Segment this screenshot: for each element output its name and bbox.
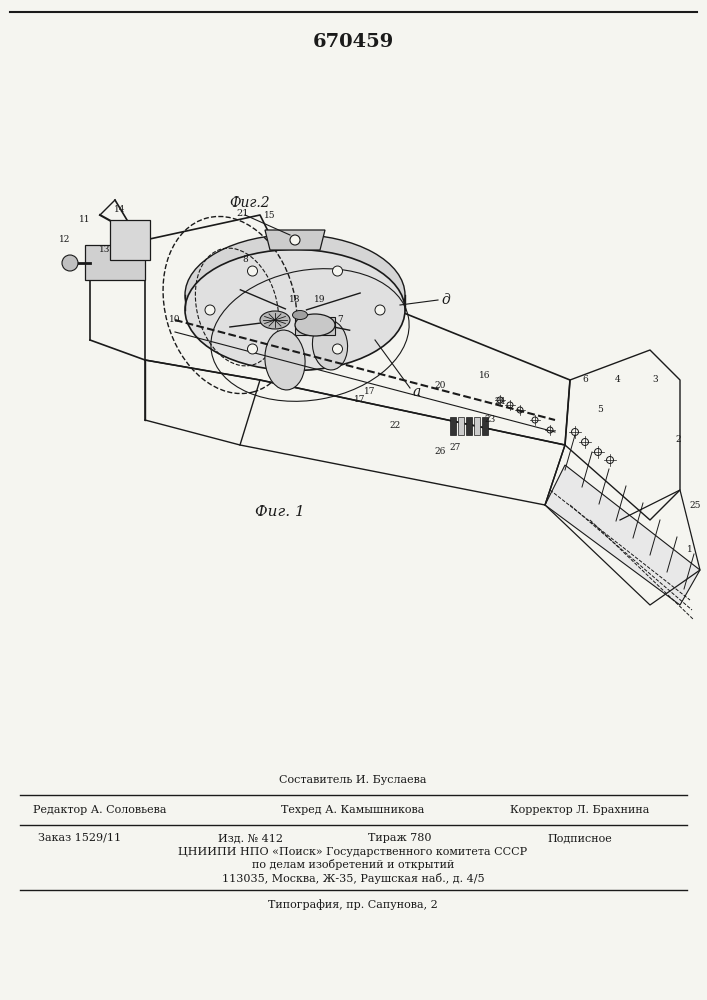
Ellipse shape: [185, 234, 405, 356]
Ellipse shape: [185, 249, 405, 370]
Text: 5: 5: [597, 406, 603, 414]
Ellipse shape: [293, 310, 308, 320]
Circle shape: [247, 266, 257, 276]
Bar: [110, 220, 150, 260]
Text: 1: 1: [687, 546, 693, 554]
Text: Типография, пр. Сапунова, 2: Типография, пр. Сапунова, 2: [268, 900, 438, 910]
Text: a: a: [413, 385, 421, 399]
Text: 18: 18: [289, 296, 300, 304]
Text: 21: 21: [237, 209, 250, 218]
Circle shape: [332, 344, 342, 354]
Text: 8: 8: [242, 255, 248, 264]
Text: 27: 27: [450, 444, 461, 452]
Ellipse shape: [265, 330, 305, 390]
Text: Фиг.2: Фиг.2: [230, 196, 270, 210]
Text: 11: 11: [79, 216, 90, 225]
Circle shape: [247, 344, 257, 354]
Bar: [450, 417, 456, 435]
Text: 4: 4: [615, 375, 621, 384]
Text: 113035, Москва, Ж-35, Раушская наб., д. 4/5: 113035, Москва, Ж-35, Раушская наб., д. …: [222, 872, 484, 884]
Text: 23: 23: [484, 416, 496, 424]
Circle shape: [62, 255, 78, 271]
Text: Фиг. 1: Фиг. 1: [255, 505, 305, 519]
Circle shape: [290, 235, 300, 245]
Text: Тираж 780: Тираж 780: [368, 833, 432, 843]
Text: 22: 22: [390, 420, 401, 430]
Circle shape: [332, 266, 342, 276]
Text: 12: 12: [59, 235, 71, 244]
Circle shape: [205, 305, 215, 315]
Text: 6: 6: [582, 375, 588, 384]
Text: Изд. № 412: Изд. № 412: [218, 833, 283, 843]
Text: Редактор А. Соловьева: Редактор А. Соловьева: [33, 805, 167, 815]
Text: 17: 17: [354, 395, 366, 404]
Text: 24: 24: [494, 397, 506, 406]
Text: 19: 19: [314, 296, 326, 304]
Bar: [466, 417, 472, 435]
Bar: [474, 417, 480, 435]
Text: 17: 17: [364, 387, 375, 396]
Text: Заказ 1529/11: Заказ 1529/11: [38, 833, 122, 843]
Bar: [85, 245, 145, 280]
Text: 10: 10: [169, 316, 181, 324]
Text: 7: 7: [337, 316, 343, 324]
Ellipse shape: [312, 320, 348, 370]
Text: ЦНИИПИ НПО «Поиск» Государственного комитета СССР: ЦНИИПИ НПО «Поиск» Государственного коми…: [178, 847, 527, 857]
Bar: [482, 417, 488, 435]
Ellipse shape: [260, 311, 290, 329]
Text: 26: 26: [434, 448, 445, 456]
Text: 14: 14: [115, 206, 126, 215]
Text: Корректор Л. Брахнина: Корректор Л. Брахнина: [510, 805, 650, 815]
Ellipse shape: [295, 314, 335, 336]
Bar: [295, 317, 335, 335]
Text: 20: 20: [434, 380, 445, 389]
Text: Составитель И. Буслаева: Составитель И. Буслаева: [279, 775, 427, 785]
Bar: [458, 417, 464, 435]
Text: 25: 25: [689, 500, 701, 510]
Text: по делам изобретений и открытий: по делам изобретений и открытий: [252, 859, 454, 870]
Text: 13: 13: [99, 245, 111, 254]
Polygon shape: [265, 230, 325, 250]
Text: д: д: [441, 293, 450, 307]
Polygon shape: [545, 465, 700, 605]
Circle shape: [375, 305, 385, 315]
Text: 670459: 670459: [312, 33, 394, 51]
Text: 15: 15: [264, 211, 276, 220]
Text: Техред А. Камышникова: Техред А. Камышникова: [281, 805, 425, 815]
Text: 2: 2: [675, 436, 681, 444]
Text: Подписное: Подписное: [548, 833, 612, 843]
Text: 3: 3: [652, 375, 658, 384]
Text: 16: 16: [479, 370, 491, 379]
